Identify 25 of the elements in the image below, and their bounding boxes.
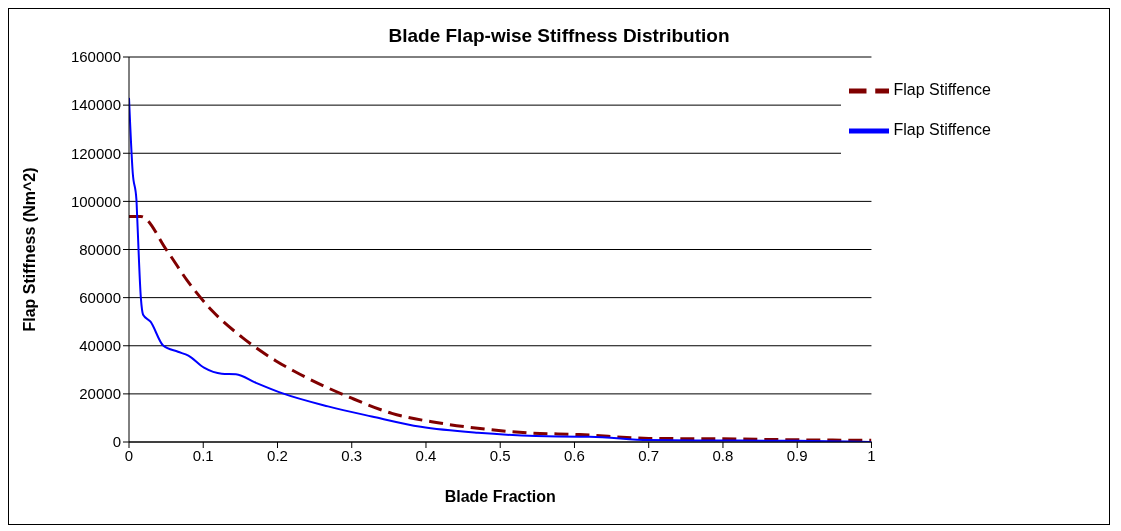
x-tick-label: 0.1 bbox=[192, 446, 214, 464]
y-tick-label: 80000 bbox=[79, 240, 121, 258]
x-tick-label: 0.2 bbox=[267, 446, 288, 464]
x-tick-label: 0.7 bbox=[638, 446, 660, 464]
x-tick-label: 0.6 bbox=[564, 446, 585, 464]
x-axis-title: Blade Fraction bbox=[444, 488, 556, 505]
x-tick-label: 0 bbox=[124, 446, 134, 464]
y-axis-title: Flap Stiffness (Nm^2) bbox=[20, 167, 38, 332]
legend-label: Flap Stiffence bbox=[893, 121, 991, 139]
y-tick-label: 120000 bbox=[70, 144, 121, 162]
chart-title: Blade Flap-wise Stiffness Distribution bbox=[387, 24, 731, 47]
legend-label: Flap Stiffence bbox=[893, 81, 991, 99]
y-tick-label: 60000 bbox=[79, 288, 121, 306]
y-tick-label: 100000 bbox=[70, 192, 121, 210]
x-tick-label: 0.5 bbox=[489, 446, 511, 464]
y-tick-label: 0 bbox=[112, 433, 121, 451]
x-tick-label: 0.9 bbox=[786, 446, 808, 464]
y-tick-label: 140000 bbox=[70, 96, 121, 114]
y-tick-label: 20000 bbox=[79, 385, 121, 403]
y-tick-label: 40000 bbox=[79, 337, 121, 355]
x-tick-label: 0.4 bbox=[415, 446, 437, 464]
x-tick-label: 0.3 bbox=[341, 446, 363, 464]
y-tick-label: 160000 bbox=[70, 48, 121, 66]
x-tick-label: 1 bbox=[867, 446, 876, 464]
x-tick-label: 0.8 bbox=[712, 446, 734, 464]
